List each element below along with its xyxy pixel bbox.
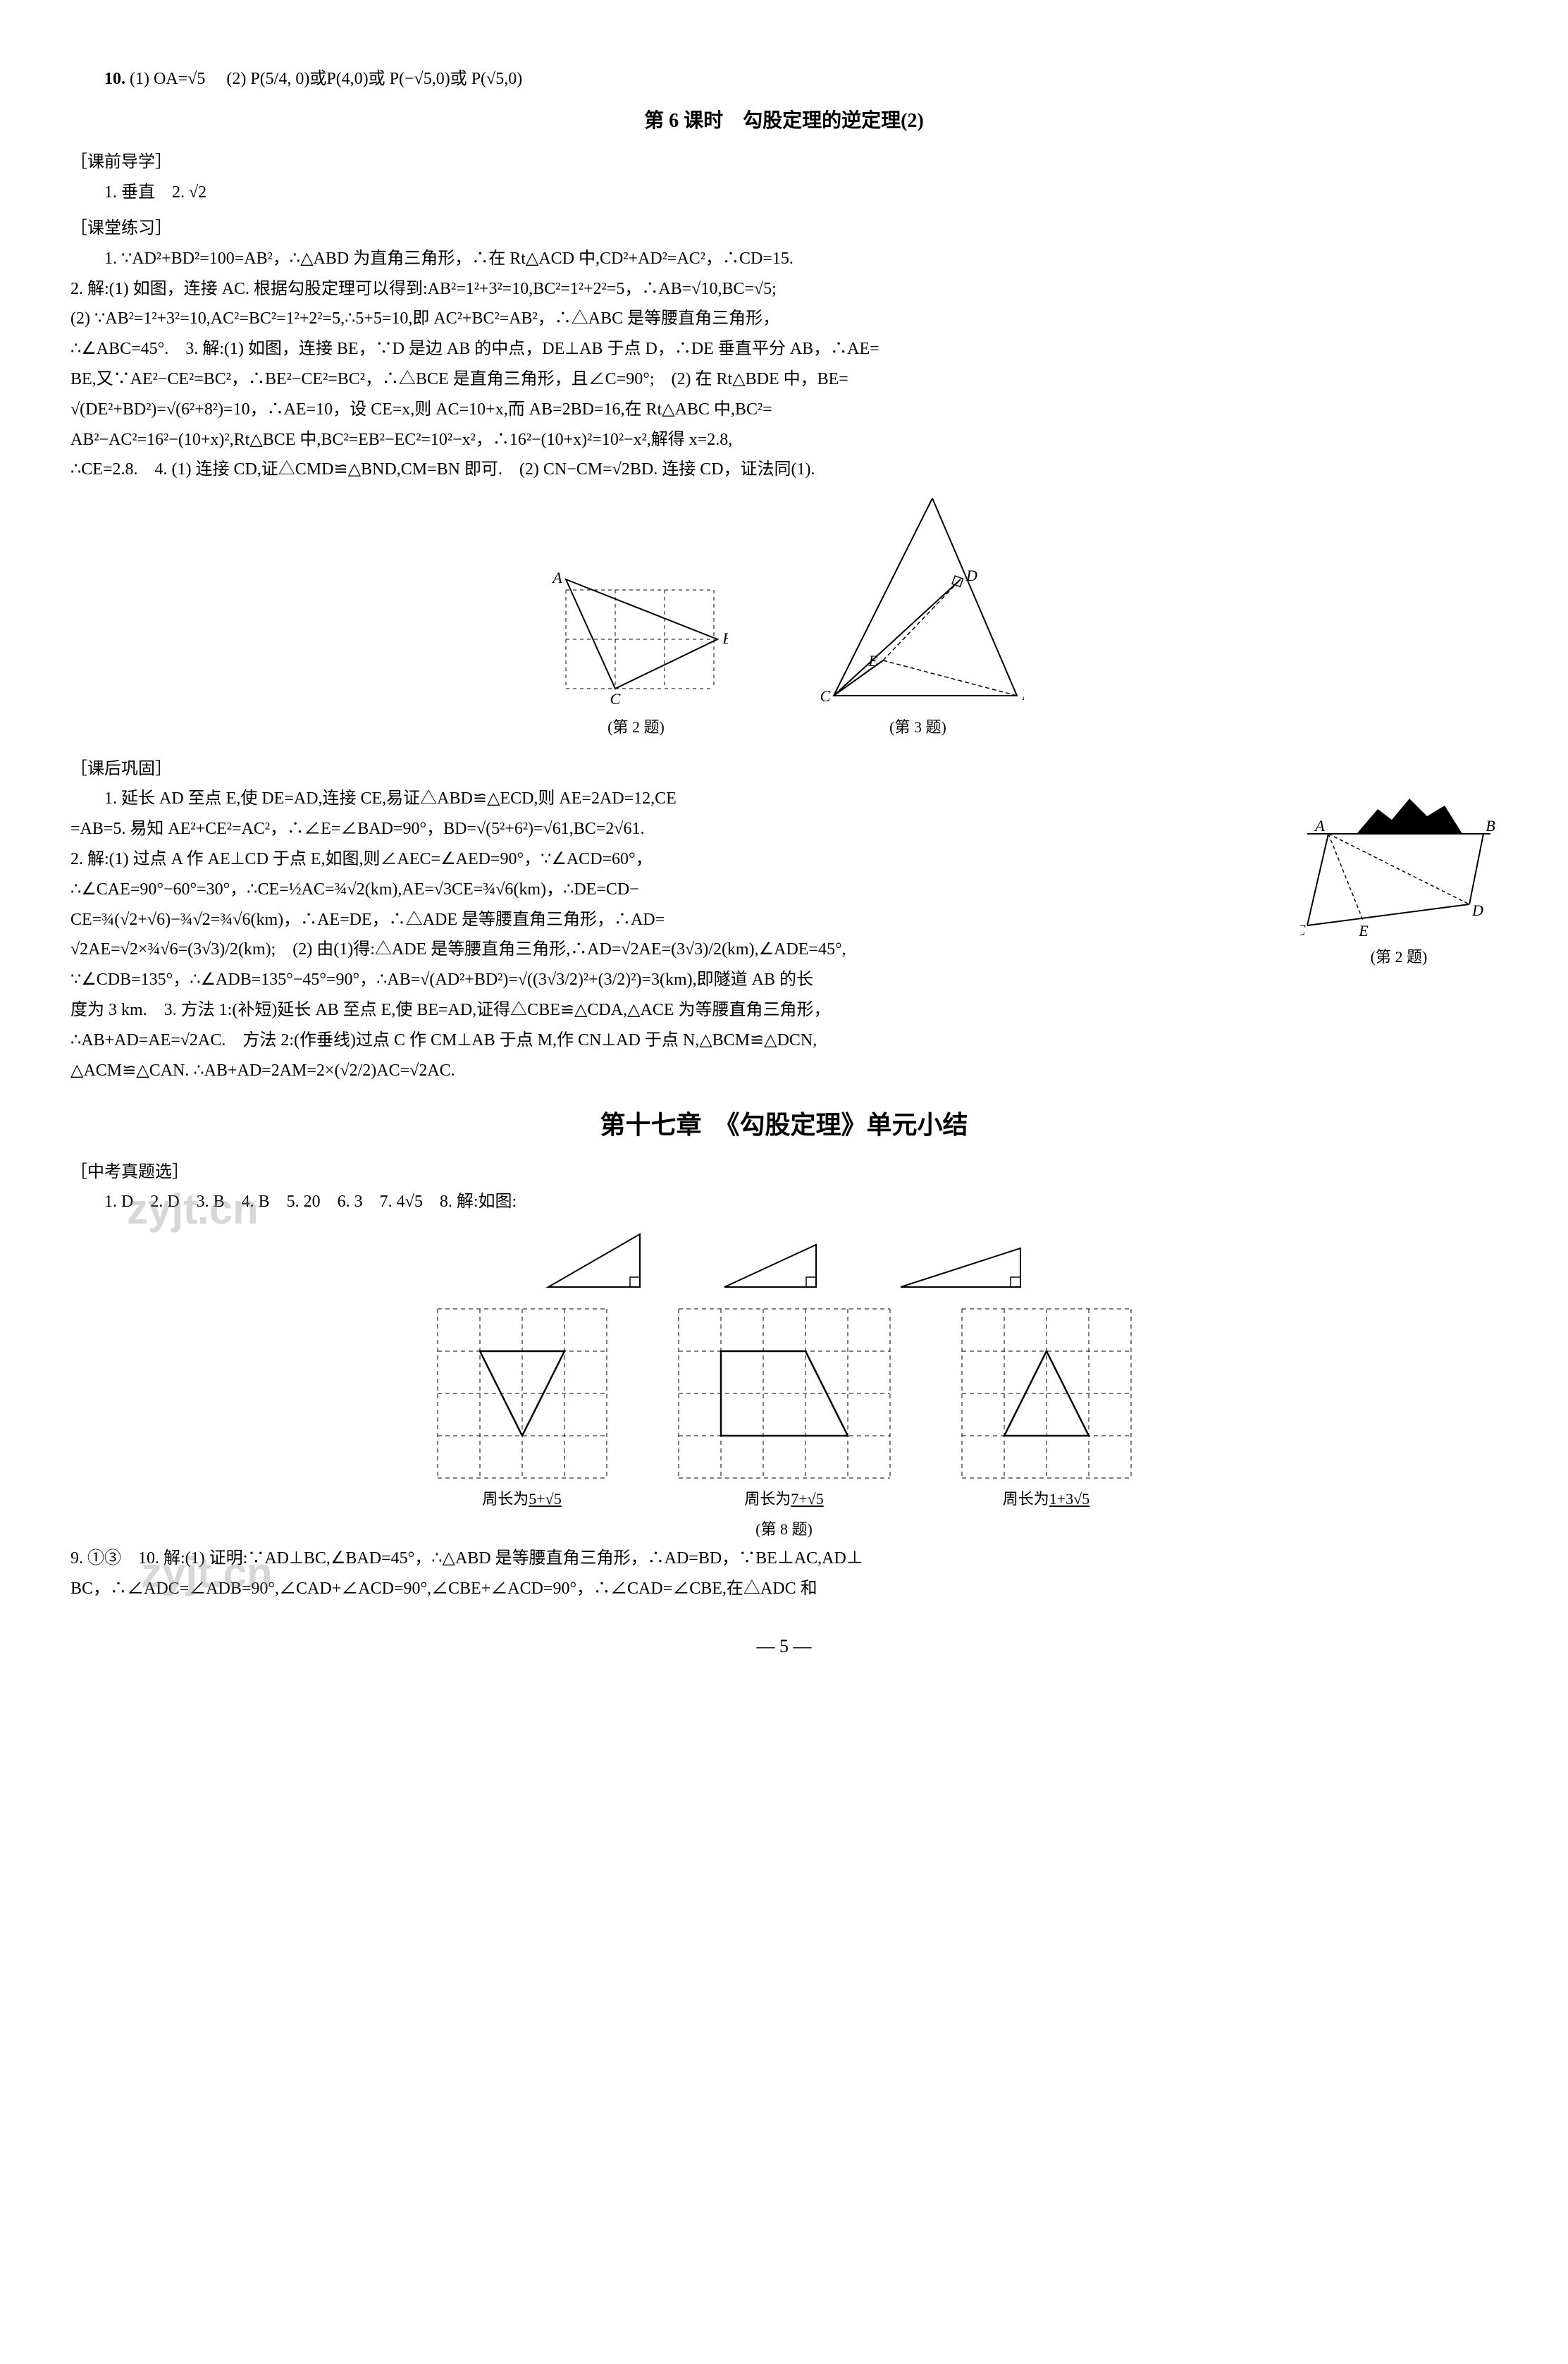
q8-caption: (第 8 题) bbox=[70, 1516, 1498, 1542]
exam-answers: 1. D 2. D 3. B 4. B 5. 20 6. 3 7. 4√5 8.… bbox=[70, 1188, 1498, 1217]
post-p2c: CE=¾(√2+√6)−¾√2=¾√6(km)，∴AE=DE，∴△ADE 是等腰… bbox=[70, 906, 1498, 935]
svg-text:C: C bbox=[610, 690, 620, 708]
ch-p9b: BC，∴∠ADC=∠ADB=90°,∠CAD+∠ACD=90°,∠CBE+∠AC… bbox=[70, 1575, 1498, 1603]
pre-study-label: ［课前导学］ bbox=[70, 148, 1498, 177]
mountain-svg: A B C D E bbox=[1300, 784, 1498, 940]
svg-text:B: B bbox=[722, 629, 728, 647]
grid-1-caption: 周长为5+√5 bbox=[437, 1486, 607, 1512]
cp-p2d: BE,又∵AE²−CE²=BC²，∴BE²−CE²=BC²，∴△BCE 是直角三… bbox=[70, 365, 1498, 394]
grid-1-svg bbox=[437, 1308, 607, 1479]
class-practice-label: ［课堂练习］ bbox=[70, 214, 1498, 243]
grids-row: 周长为5+√5 周长为7+√5 周长为1+3√5 bbox=[70, 1308, 1498, 1512]
grid-3-caption: 周长为1+3√5 bbox=[961, 1486, 1132, 1512]
q10-part1: (1) OA=√5 bbox=[130, 70, 205, 88]
triangle-1 bbox=[541, 1227, 647, 1294]
diagram-q3-svg: ABCDE bbox=[813, 498, 1024, 710]
cp-p2g: ∴CE=2.8. 4. (1) 连接 CD,证△CMD≌△BND,CM=BN 即… bbox=[70, 455, 1498, 484]
triangle-3 bbox=[894, 1227, 1027, 1294]
diagram-row-1: A B C (第 2 题) A B C D E (第 3 题) bbox=[70, 498, 1498, 740]
svg-text:A: A bbox=[551, 569, 562, 586]
svg-text:C: C bbox=[1300, 921, 1306, 939]
cp-p1: 1. ∵AD²+BD²=100=AB²，∴△ABD 为直角三角形，∴在 Rt△A… bbox=[70, 245, 1498, 273]
q10-label: 10. bbox=[104, 70, 125, 88]
cp-p2e: √(DE²+BD²)=√(6²+8²)=10，∴AE=10，设 CE=x,则 A… bbox=[70, 395, 1498, 424]
diagram-q2-caption: (第 2 题) bbox=[545, 714, 728, 740]
q10-line: 10. (1) OA=√5 (2) P(5/4, 0)或P(4,0)或 P(−√… bbox=[70, 65, 1498, 94]
cp-p2f: AB²−AC²=16²−(10+x)²,Rt△BCE 中,BC²=EB²−EC²… bbox=[70, 426, 1498, 455]
cp-p2b: (2) ∵AB²=1²+3²=10,AC²=BC²=1²+2²=5,∴5+5=1… bbox=[70, 304, 1498, 333]
diagram-q2: A B C (第 2 题) bbox=[545, 555, 728, 740]
mountain-caption: (第 2 题) bbox=[1300, 944, 1498, 970]
post-p1: 1. 延长 AD 至点 E,使 DE=AD,连接 CE,易证△ABD≌△ECD,… bbox=[70, 784, 1498, 813]
grid-block-3: 周长为1+3√5 bbox=[961, 1308, 1132, 1512]
section-title-lesson6: 第 6 课时 勾股定理的逆定理(2) bbox=[70, 104, 1498, 138]
post-p2f: 度为 3 km. 3. 方法 1:(补短)延长 AB 至点 E,使 BE=AD,… bbox=[70, 996, 1498, 1025]
diagram-q2-svg: A B C bbox=[545, 555, 728, 710]
post-practice-block: A B C D E (第 2 题) 1. 延长 AD 至点 E,使 DE=AD,连接 C… bbox=[70, 784, 1498, 1086]
svg-text:E: E bbox=[1358, 922, 1369, 940]
mountain-diagram: A B C D E (第 2 题) bbox=[1300, 784, 1498, 970]
grid-block-1: 周长为5+√5 bbox=[437, 1308, 607, 1512]
page-number: — 5 — bbox=[70, 1631, 1498, 1662]
pre-study-answers: 1. 垂直 2. √2 bbox=[70, 178, 1498, 207]
diagram-q3: ABCDE (第 3 题) bbox=[813, 498, 1024, 740]
post-p2d: √2AE=√2×¾√6=(3√3)/2(km); (2) 由(1)得:△ADE … bbox=[70, 935, 1498, 964]
svg-text:B: B bbox=[1486, 817, 1495, 835]
triangle-2 bbox=[717, 1227, 823, 1294]
grid-2-caption: 周长为7+√5 bbox=[678, 1486, 891, 1512]
svg-text:D: D bbox=[965, 567, 977, 584]
svg-text:B: B bbox=[1022, 686, 1024, 703]
grid-block-2: 周长为7+√5 bbox=[678, 1308, 891, 1512]
triangles-row bbox=[70, 1227, 1498, 1294]
post-p1b: =AB=5. 易知 AE²+CE²=AC²，∴∠E=∠BAD=90°，BD=√(… bbox=[70, 815, 1498, 844]
svg-text:D: D bbox=[1471, 901, 1483, 919]
svg-text:A: A bbox=[1314, 817, 1325, 835]
post-p2: 2. 解:(1) 过点 A 作 AE⊥CD 于点 E,如图,则∠AEC=∠AED… bbox=[70, 845, 1498, 874]
post-p2g: ∴AB+AD=AE=√2AC. 方法 2:(作垂线)过点 C 作 CM⊥AB 于… bbox=[70, 1026, 1498, 1055]
cp-p2c: ∴∠ABC=45°. 3. 解:(1) 如图，连接 BE，∵D 是边 AB 的中… bbox=[70, 335, 1498, 364]
exam-label: ［中考真题选］ bbox=[70, 1158, 1498, 1187]
grid-3-svg bbox=[961, 1308, 1132, 1479]
post-p2e: ∵∠CDB=135°，∴∠ADB=135°−45°=90°，∴AB=√(AD²+… bbox=[70, 966, 1498, 995]
diagram-q3-caption: (第 3 题) bbox=[813, 714, 1024, 740]
post-practice-label: ［课后巩固］ bbox=[70, 755, 1498, 784]
ch-p9: 9. ①③ 10. 解:(1) 证明:∵AD⊥BC,∠BAD=45°，∴△ABD… bbox=[70, 1544, 1498, 1573]
svg-text:C: C bbox=[820, 687, 830, 705]
post-p2h: △ACM≌△CAN. ∴AB+AD=2AM=2×(√2/2)AC=√2AC. bbox=[70, 1057, 1498, 1085]
svg-text:E: E bbox=[868, 652, 878, 670]
cp-p2: 2. 解:(1) 如图，连接 AC. 根据勾股定理可以得到:AB²=1²+3²=… bbox=[70, 275, 1498, 304]
post-p2b: ∴∠CAE=90°−60°=30°，∴CE=½AC=¾√2(km),AE=√3C… bbox=[70, 875, 1498, 904]
grid-2-svg bbox=[678, 1308, 891, 1479]
chapter-title: 第十七章 《勾股定理》单元小结 bbox=[70, 1104, 1498, 1147]
q10-part2: (2) P(5/4, 0)或P(4,0)或 P(−√5,0)或 P(√5,0) bbox=[226, 70, 522, 88]
